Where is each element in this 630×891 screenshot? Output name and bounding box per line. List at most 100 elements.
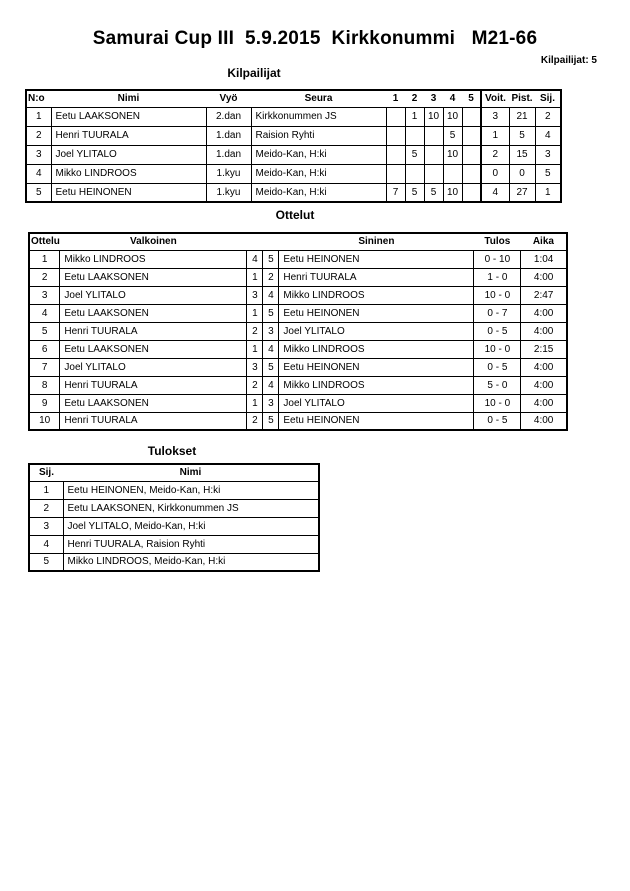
competitors-col-belt: Vyö: [206, 90, 251, 108]
result-row: 2 Eetu LAAKSONEN, Kirkkonummen JS: [28, 498, 320, 518]
result-place: 3: [28, 516, 64, 536]
competitors-section-title: Kilpailijat: [227, 66, 281, 80]
match-blue-name: Eetu HEINONEN: [278, 411, 475, 431]
match-white-name: Henri TUURALA: [59, 375, 248, 395]
match-white-name: Henri TUURALA: [59, 411, 248, 431]
competitor-round-score: [404, 163, 425, 184]
match-row: 6 Eetu LAAKSONEN 1 4 Mikko LINDROOS 10 - 0 2:1…: [28, 339, 568, 359]
results-col-name: Nimi: [63, 464, 319, 482]
matches-col-result: Tulos: [473, 233, 521, 251]
match-result: 0 - 5: [473, 357, 522, 377]
competitor-name: Joel YLITALO: [50, 144, 207, 165]
competitors-header-row: N:o Nimi Vyö Seura 1 2 3 4 5 Voit. Pist.…: [26, 90, 561, 108]
result-row: 3 Joel YLITALO, Meido-Kan, H:ki: [28, 516, 320, 536]
match-row: 3 Joel YLITALO 3 4 Mikko LINDROOS 10 - 0 2:47: [28, 285, 568, 305]
competitor-wins: 4: [480, 182, 510, 203]
competitor-row: 1 Eetu LAAKSONEN 2.dan Kirkkonummen JS 1 10 10…: [25, 106, 562, 127]
competitor-row: 5 Eetu HEINONEN 1.kyu Meido-Kan, H:ki 7 5 5 10 4…: [25, 182, 562, 203]
match-white-no: 4: [246, 249, 264, 269]
match-white-no: 2: [246, 411, 264, 431]
matches-col-blue: Sininen: [278, 233, 474, 251]
competitor-club: Raision Ryhti: [250, 125, 387, 146]
competitors-col-round-1: 1: [386, 90, 405, 108]
competitor-club: Meido-Kan, H:ki: [250, 144, 387, 165]
match-time: 4:00: [520, 411, 568, 431]
competitor-place: 2: [534, 106, 562, 127]
match-no: 1: [28, 249, 61, 269]
match-blue-no: 5: [262, 357, 280, 377]
competitors-col-name: Nimi: [51, 90, 206, 108]
results-section-title: Tulokset: [147, 444, 197, 458]
competitor-round-score: [461, 182, 482, 203]
match-no: 2: [28, 267, 61, 287]
competitor-place: 4: [534, 125, 562, 146]
match-blue-name: Joel YLITALO: [278, 393, 475, 413]
match-blue-no: 5: [262, 249, 280, 269]
competitors-table: N:o Nimi Vyö Seura 1 2 3 4 5 Voit. Pist.…: [25, 89, 562, 203]
competitor-round-score: 5: [442, 125, 463, 146]
match-time: 4:00: [520, 393, 568, 413]
matches-col-match: Ottelu: [29, 233, 60, 251]
results-col-place: Sij.: [29, 464, 63, 482]
match-blue-name: Mikko LINDROOS: [278, 375, 475, 395]
match-result: 0 - 7: [473, 303, 522, 323]
competitor-no: 4: [25, 163, 52, 184]
competitor-wins: 0: [480, 163, 510, 184]
competitor-round-score: 5: [423, 182, 444, 203]
match-no: 8: [28, 375, 61, 395]
match-blue-no: 4: [262, 285, 280, 305]
competitors-col-place: Sij.: [535, 90, 561, 108]
match-white-name: Joel YLITALO: [59, 285, 248, 305]
match-blue-no: 5: [262, 411, 280, 431]
match-time: 2:15: [520, 339, 568, 359]
competitor-round-score: [461, 163, 482, 184]
match-white-no: 3: [246, 285, 264, 305]
competitor-row: 2 Henri TUURALA 1.dan Raision Ryhti 5 1 5 4: [25, 125, 562, 146]
competitor-belt: 2.dan: [205, 106, 252, 127]
result-name: Joel YLITALO, Meido-Kan, H:ki: [62, 516, 320, 536]
competitor-belt: 1.kyu: [205, 163, 252, 184]
match-time: 4:00: [520, 303, 568, 323]
competitors-col-points: Pist.: [509, 90, 535, 108]
page-title: Samurai Cup III 5.9.2015 Kirkkonummi M21…: [92, 28, 538, 49]
match-row: 2 Eetu LAAKSONEN 1 2 Henri TUURALA 1 - 0 4:00: [28, 267, 568, 287]
match-result: 0 - 5: [473, 321, 522, 341]
result-place: 2: [28, 498, 64, 518]
competitor-club: Meido-Kan, H:ki: [250, 182, 387, 203]
competitor-wins: 2: [480, 144, 510, 165]
match-time: 4:00: [520, 321, 568, 341]
match-blue-name: Eetu HEINONEN: [278, 249, 475, 269]
competitors-col-club: Seura: [251, 90, 386, 108]
competitor-no: 3: [25, 144, 52, 165]
competitor-round-score: 10: [423, 106, 444, 127]
match-blue-name: Joel YLITALO: [278, 321, 475, 341]
competitor-round-score: 10: [442, 182, 463, 203]
match-no: 6: [28, 339, 61, 359]
competitor-round-score: [385, 163, 406, 184]
match-white-no: 2: [246, 321, 264, 341]
match-white-name: Henri TUURALA: [59, 321, 248, 341]
competitor-count-label: Kilpailijat: 5: [540, 55, 597, 66]
competitor-no: 1: [25, 106, 52, 127]
match-white-no: 2: [246, 375, 264, 395]
match-result: 10 - 0: [473, 393, 522, 413]
match-blue-no: 4: [262, 375, 280, 395]
competitors-col-no: N:o: [26, 90, 51, 108]
match-result: 5 - 0: [473, 375, 522, 395]
competitor-round-score: [461, 144, 482, 165]
match-result: 1 - 0: [473, 267, 522, 287]
competitors-col-round-2: 2: [405, 90, 424, 108]
match-row: 7 Joel YLITALO 3 5 Eetu HEINONEN 0 - 5 4:00: [28, 357, 568, 377]
match-row: 9 Eetu LAAKSONEN 1 3 Joel YLITALO 10 - 0 4:00: [28, 393, 568, 413]
competitor-no: 5: [25, 182, 52, 203]
result-place: 4: [28, 534, 64, 554]
competitor-place: 1: [534, 182, 562, 203]
matches-col-white-no: [246, 233, 263, 251]
match-row: 10 Henri TUURALA 2 5 Eetu HEINONEN 0 - 5 4:00: [28, 411, 568, 431]
competitor-place: 3: [534, 144, 562, 165]
competitor-round-score: [442, 163, 463, 184]
competitor-round-score: [385, 125, 406, 146]
competitor-round-score: [461, 106, 482, 127]
match-white-name: Eetu LAAKSONEN: [59, 339, 248, 359]
